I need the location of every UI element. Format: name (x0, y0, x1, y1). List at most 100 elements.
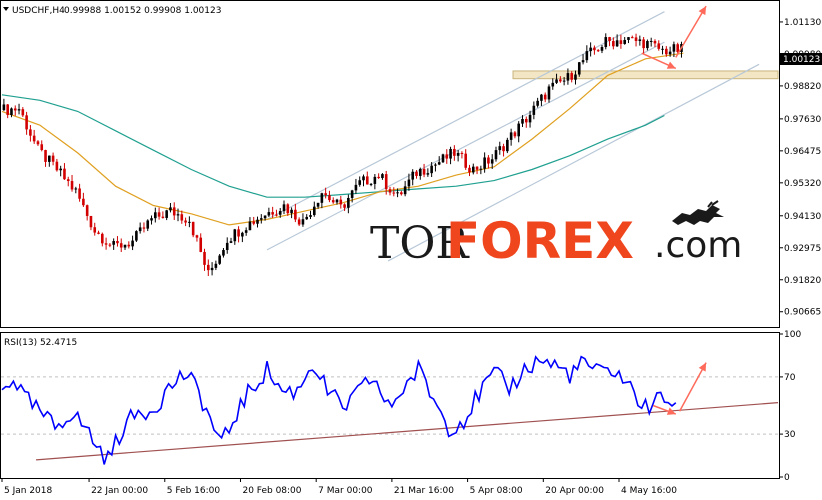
ohlc-values: 0.99988 1.00152 0.99908 1.00123 (64, 6, 221, 16)
candle-body (426, 173, 430, 175)
candle-body (430, 165, 433, 174)
candle-body (490, 159, 494, 164)
price-tick-label: 0.91820 (784, 276, 821, 286)
time-tick-label: 5 Feb 16:00 (167, 486, 221, 496)
candle-body (74, 188, 78, 190)
candle-body (358, 180, 362, 185)
candle-body (104, 243, 108, 245)
candle-body (176, 214, 180, 216)
candle-body (369, 183, 373, 185)
candle-body (263, 215, 267, 219)
candle-body (347, 197, 350, 208)
candle-body (403, 186, 407, 195)
candle-body (627, 37, 630, 40)
candle-body (259, 218, 263, 220)
candle-body (422, 168, 426, 175)
logo-text-forex: FOREX (446, 212, 634, 270)
candle-body (32, 135, 36, 142)
candle-body (13, 108, 17, 111)
moving-averages (1, 52, 684, 226)
candle-body (521, 118, 524, 124)
candle-body (555, 79, 558, 83)
rsi-tick-label: 30 (784, 430, 796, 440)
candle-body (51, 155, 55, 162)
candle-body (415, 171, 418, 176)
candle-body (161, 216, 165, 218)
candle-body (600, 47, 604, 51)
candle-body (275, 214, 278, 216)
candle-body (282, 204, 286, 212)
candle-body (536, 100, 539, 106)
price-forecast-arrow-head (666, 61, 676, 69)
candle-body (199, 237, 203, 252)
candle-body (21, 109, 25, 116)
rsi-indicator (1, 355, 779, 465)
candle-body (498, 146, 502, 151)
candle-body (25, 115, 28, 130)
candlesticks (2, 33, 683, 276)
rsi-line (1, 355, 677, 465)
candle-body (339, 199, 343, 205)
rsi-forecast-arrow-head (698, 362, 707, 372)
candle-body (184, 220, 187, 223)
time-tick-label: 21 Mar 16:00 (394, 486, 454, 496)
candle-body (604, 37, 608, 48)
candle-body (256, 219, 259, 224)
candle-body (642, 39, 645, 49)
candle-body (169, 207, 172, 211)
rsi-tick-label: 70 (784, 373, 796, 383)
candle-body (218, 255, 221, 264)
candle-body (101, 233, 104, 244)
candle-body (362, 176, 365, 181)
ma-fast-line (1, 52, 684, 226)
candle-body (108, 244, 112, 246)
candle-body (479, 168, 483, 170)
candle-body (89, 215, 93, 228)
triangle-down-icon[interactable] (3, 7, 9, 11)
candle-body (418, 168, 422, 176)
candle-body (566, 73, 570, 81)
candle-body (543, 94, 547, 100)
candle-body (44, 150, 47, 162)
last-price-label: 1.00123 (783, 55, 820, 65)
candle-body (297, 219, 301, 225)
candle-body (70, 181, 74, 190)
candle-body (562, 80, 566, 82)
candle-body (305, 216, 309, 220)
candle-body (40, 144, 44, 151)
candle-body (2, 104, 6, 110)
candle-body (471, 166, 475, 173)
candle-body (29, 129, 32, 136)
candle-body (619, 40, 623, 44)
time-axis: 5 Jan 2018 22 Jan 00:00 5 Feb 16:00 20 Feb … (1, 478, 677, 496)
candle-body (456, 152, 460, 156)
candle-body (17, 109, 21, 111)
candle-body (350, 190, 354, 198)
candle-body (188, 221, 191, 223)
candle-body (10, 108, 13, 115)
candle-body (551, 82, 555, 87)
candle-body (222, 250, 225, 256)
price-channel (266, 11, 760, 262)
candle-body (517, 123, 521, 137)
candle-body (407, 179, 411, 187)
candle-body (301, 219, 305, 225)
price-tick-label: 1.01130 (784, 18, 821, 28)
candle-body (248, 221, 252, 231)
candle-body (365, 176, 369, 185)
rsi-tick-label: 0 (784, 473, 790, 483)
time-tick-label: 5 Jan 2018 (4, 486, 52, 496)
candle-body (207, 264, 210, 271)
candle-body (294, 209, 297, 220)
candle-body (48, 155, 51, 162)
time-tick-label: 22 Jan 00:00 (91, 486, 148, 496)
price-forecast-arrow (675, 5, 707, 58)
support-zone-rect (512, 70, 779, 80)
candle-body (661, 48, 664, 50)
candle-body (665, 48, 668, 55)
price-tick-label: 0.92975 (784, 244, 821, 254)
candle-body (506, 139, 509, 152)
candle-body (320, 193, 324, 203)
candle-body (165, 210, 168, 218)
price-forecast-arrow-head (698, 6, 707, 16)
